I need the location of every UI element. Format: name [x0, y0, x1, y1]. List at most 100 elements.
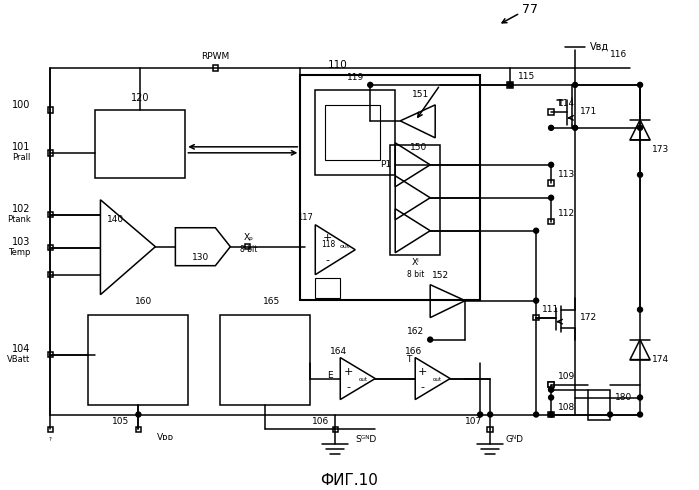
Text: 172: 172	[580, 313, 597, 322]
Text: 110: 110	[329, 60, 348, 70]
Bar	[507, 82, 513, 88]
Circle shape	[507, 82, 512, 87]
Circle shape	[549, 196, 554, 200]
Text: 162: 162	[407, 327, 424, 336]
Text: 180: 180	[615, 393, 633, 402]
Text: -: -	[325, 255, 329, 265]
Text: 101: 101	[12, 142, 31, 152]
Circle shape	[572, 82, 577, 87]
Text: 160: 160	[136, 297, 152, 306]
Text: 164: 164	[330, 347, 347, 356]
Text: Xₚ: Xₚ	[243, 233, 253, 242]
Text: VBatt: VBatt	[7, 355, 31, 364]
Bar	[89, 315, 188, 405]
Circle shape	[637, 307, 642, 312]
Circle shape	[533, 228, 539, 233]
Text: T: T	[407, 355, 412, 364]
Text: 118: 118	[321, 240, 336, 249]
Text: +: +	[322, 233, 332, 243]
Circle shape	[488, 412, 493, 417]
Bar	[220, 315, 310, 405]
Bar	[245, 244, 250, 249]
Text: out: out	[359, 377, 368, 382]
Text: SᴳᴺD: SᴳᴺD	[355, 435, 377, 444]
Text: 8 bit: 8 bit	[407, 270, 424, 279]
Bar	[548, 382, 554, 387]
Bar	[48, 107, 53, 113]
Bar	[548, 219, 554, 224]
Bar	[390, 145, 440, 255]
Circle shape	[549, 412, 554, 417]
Text: 103: 103	[12, 237, 31, 247]
Bar	[325, 105, 380, 160]
Text: 104: 104	[12, 343, 31, 354]
Text: 119: 119	[347, 74, 364, 82]
Text: 109: 109	[558, 372, 575, 381]
Text: -: -	[346, 383, 350, 392]
Bar	[548, 109, 554, 115]
Text: 116: 116	[610, 50, 627, 59]
Text: out: out	[433, 377, 442, 382]
Text: 174: 174	[652, 355, 669, 364]
Bar	[548, 412, 554, 417]
Text: out: out	[340, 244, 350, 249]
Bar	[136, 427, 141, 432]
Text: 8 bit: 8 bit	[240, 245, 257, 254]
Text: 173: 173	[652, 146, 669, 154]
Text: 140: 140	[107, 215, 124, 224]
Text: Temp: Temp	[8, 248, 31, 257]
Text: P1: P1	[380, 160, 391, 170]
Circle shape	[428, 337, 433, 342]
Bar	[96, 110, 185, 178]
Circle shape	[533, 298, 539, 303]
Text: 120: 120	[131, 93, 150, 103]
Bar	[533, 315, 539, 320]
Circle shape	[549, 162, 554, 167]
Bar	[301, 75, 480, 300]
Text: 166: 166	[405, 347, 422, 356]
Bar	[212, 65, 218, 71]
Text: Prall: Prall	[12, 153, 31, 162]
Text: 152: 152	[431, 271, 449, 280]
Bar	[548, 180, 554, 186]
Text: GᴺD: GᴺD	[505, 435, 523, 444]
Text: 113: 113	[558, 171, 575, 179]
Circle shape	[549, 387, 554, 392]
Text: Ptank: Ptank	[7, 215, 31, 224]
Text: +: +	[417, 367, 427, 377]
Text: 105: 105	[112, 417, 129, 426]
Bar	[48, 212, 53, 218]
Bar	[333, 427, 338, 432]
Circle shape	[637, 395, 642, 400]
Text: 171: 171	[580, 107, 598, 116]
Text: 100: 100	[12, 100, 31, 110]
Bar	[48, 427, 53, 432]
Text: 107: 107	[465, 417, 482, 426]
Text: 102: 102	[12, 204, 31, 214]
Text: 114: 114	[558, 99, 575, 108]
Text: 108: 108	[558, 403, 575, 412]
Text: 151: 151	[412, 90, 428, 99]
Bar	[487, 427, 493, 432]
Text: Xᴵ: Xᴵ	[411, 258, 419, 267]
Circle shape	[549, 395, 554, 400]
Text: 150: 150	[410, 144, 428, 152]
Circle shape	[637, 172, 642, 177]
Text: Vвд: Vвд	[590, 42, 610, 52]
Bar	[315, 90, 395, 175]
Text: 112: 112	[558, 209, 575, 218]
Text: 117: 117	[297, 213, 313, 222]
Bar	[588, 390, 610, 419]
Bar	[315, 278, 340, 297]
Text: -: -	[420, 383, 424, 392]
Circle shape	[637, 125, 642, 130]
Text: 77: 77	[522, 3, 538, 17]
Circle shape	[549, 125, 554, 130]
Bar	[548, 382, 554, 387]
Bar	[48, 272, 53, 277]
Circle shape	[572, 125, 577, 130]
Text: 130: 130	[192, 253, 209, 262]
Text: 111: 111	[542, 305, 559, 314]
Text: RPWM: RPWM	[201, 52, 229, 61]
Circle shape	[607, 412, 612, 417]
